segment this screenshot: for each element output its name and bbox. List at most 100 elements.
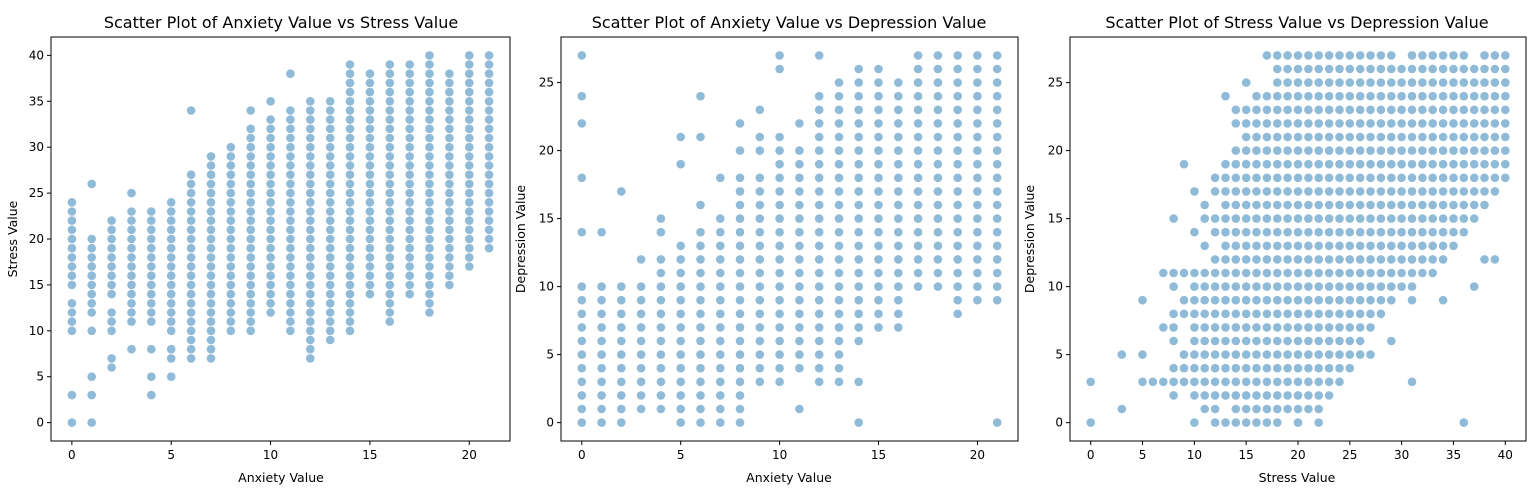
data-point [1397, 282, 1406, 291]
data-point [1262, 418, 1272, 427]
data-point [1273, 363, 1282, 373]
data-point [894, 119, 903, 128]
data-point [166, 289, 176, 299]
data-point [1179, 377, 1189, 387]
data-point [186, 326, 196, 336]
data-point [246, 179, 255, 189]
data-point [206, 152, 216, 161]
data-point [1345, 132, 1355, 142]
data-point [755, 132, 765, 142]
data-point [1345, 91, 1355, 101]
data-point [325, 142, 335, 152]
data-point [1314, 214, 1323, 223]
data-point [1366, 350, 1375, 359]
data-point [656, 295, 666, 305]
data-point [696, 282, 705, 291]
data-point [1252, 241, 1261, 251]
data-point [696, 350, 705, 359]
data-point [465, 115, 474, 124]
data-point [186, 354, 196, 363]
data-point [1252, 200, 1261, 210]
data-point [795, 323, 804, 332]
data-point [1355, 282, 1365, 291]
data-point [1355, 323, 1365, 332]
data-point [445, 87, 454, 97]
data-point [1418, 173, 1427, 183]
data-point [484, 243, 494, 253]
data-point [577, 418, 587, 427]
data-point [147, 344, 156, 354]
data-point [1324, 350, 1334, 359]
data-point [226, 216, 236, 225]
data-point [266, 142, 275, 152]
data-point [306, 308, 315, 317]
data-point [854, 241, 863, 251]
data-point [1366, 132, 1375, 142]
data-point [1407, 119, 1417, 128]
data-point [385, 97, 395, 106]
data-point [1407, 51, 1417, 60]
data-point [425, 262, 434, 271]
data-point [345, 60, 355, 69]
y-axis-label: Depression Value [1022, 185, 1037, 293]
data-point [1438, 295, 1448, 305]
data-point [1355, 268, 1365, 278]
data-point [286, 225, 295, 235]
data-point [1355, 255, 1365, 264]
data-point [484, 87, 494, 97]
data-point [1376, 187, 1386, 196]
data-point [425, 179, 434, 189]
data-point [1387, 336, 1396, 346]
data-point [306, 115, 315, 124]
data-point [1293, 200, 1303, 210]
data-point [246, 253, 255, 262]
data-point [933, 214, 943, 223]
y-axis-label: Depression Value [513, 185, 528, 293]
data-point [1438, 159, 1448, 169]
data-point [1231, 268, 1241, 278]
data-point [1200, 282, 1209, 291]
data-point [1273, 227, 1282, 237]
data-point [186, 289, 196, 299]
data-point [186, 198, 196, 207]
data-point [814, 323, 824, 332]
data-point [425, 106, 434, 115]
data-point [577, 173, 587, 183]
data-point [67, 262, 77, 271]
data-point [795, 227, 804, 237]
data-point [1355, 119, 1365, 128]
data-point [1304, 51, 1313, 60]
data-point [992, 200, 1002, 210]
data-point [1159, 268, 1168, 278]
data-point [166, 234, 176, 244]
data-point [127, 344, 136, 354]
data-point [1262, 350, 1272, 359]
data-point [953, 159, 962, 169]
data-point [365, 234, 375, 244]
data-point [1293, 418, 1303, 427]
data-point [385, 207, 395, 216]
data-point [1293, 295, 1303, 305]
data-point [894, 214, 903, 223]
data-point [1304, 282, 1313, 291]
data-point [1210, 173, 1220, 183]
data-point [465, 106, 474, 115]
data-point [1304, 227, 1313, 237]
data-point [405, 207, 415, 216]
data-point [716, 295, 725, 305]
data-point [1314, 377, 1323, 387]
data-point [405, 289, 415, 299]
data-point [795, 295, 804, 305]
data-point [1501, 64, 1510, 74]
data-point [1438, 187, 1448, 196]
data-point [445, 69, 454, 78]
data-point [696, 200, 705, 210]
data-point [1469, 200, 1479, 210]
data-point [636, 323, 646, 332]
data-point [834, 214, 844, 223]
data-point [755, 146, 765, 155]
data-point [1221, 91, 1230, 101]
data-point [1324, 282, 1334, 291]
data-point [775, 132, 784, 142]
data-point [894, 159, 903, 169]
